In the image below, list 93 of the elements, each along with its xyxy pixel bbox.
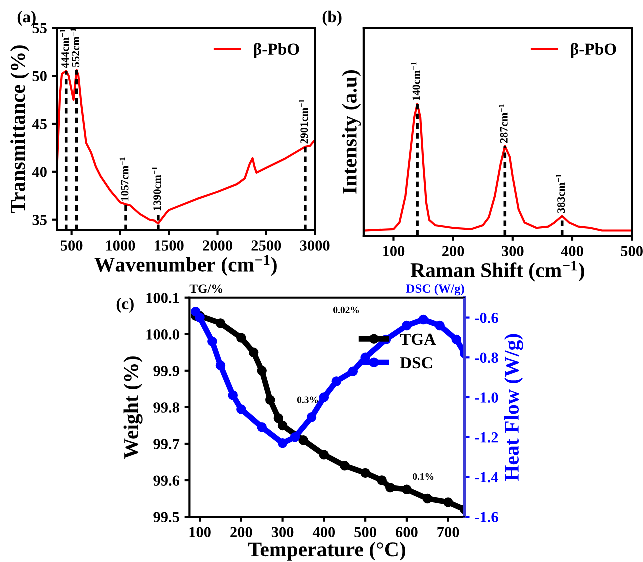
point — [332, 376, 342, 386]
legend-label: β-PbO — [254, 43, 300, 58]
point — [422, 494, 433, 504]
x-tick-label: 200 — [230, 527, 252, 538]
point — [418, 314, 428, 325]
y-tick-label: 50 — [32, 71, 47, 82]
point — [360, 468, 370, 478]
annotation: 0.02% — [334, 306, 360, 314]
text: DSC (W/g) — [406, 284, 464, 296]
y2-tick-label: -0.6 — [475, 312, 498, 324]
y2-tick-label: -1.4 — [475, 472, 499, 483]
ref-line-label: 383cm$^{−1}$ — [556, 174, 566, 214]
y-tick-label: 99.9 — [154, 366, 180, 376]
point — [443, 498, 454, 508]
y-tick-label: 35 — [32, 215, 47, 226]
x-tick-label: 100 — [190, 527, 211, 538]
point — [452, 334, 462, 345]
x-tick-label: 500 — [60, 240, 83, 251]
point — [216, 318, 226, 328]
point — [306, 412, 317, 422]
text: TG/% — [190, 284, 223, 294]
x-axis-title: Temperature (°C) — [248, 542, 406, 561]
y2-tick-label: -1.0 — [475, 392, 498, 404]
ref-line-label: 1057cm$^{−1}$ — [120, 158, 129, 201]
ref-line-label: 444cm$^{−1}$ — [60, 30, 70, 68]
x-tick-label: 400 — [561, 246, 584, 257]
legend-label: DSC — [400, 357, 432, 369]
point — [216, 360, 226, 370]
point — [377, 476, 387, 486]
x-tick-label: 300 — [502, 246, 524, 257]
y2-tick-label: -1.2 — [475, 432, 498, 443]
point — [298, 435, 308, 446]
annotation: 0.3% — [297, 396, 318, 404]
x-tick-label: 3000 — [300, 240, 330, 251]
y-tick-label: 45 — [32, 119, 47, 130]
point — [319, 450, 330, 460]
point — [278, 438, 288, 448]
point — [236, 333, 246, 343]
x-tick-label: 1500 — [155, 240, 184, 251]
ref-line-label: 2901cm$^{−1}$ — [299, 100, 308, 144]
point — [257, 366, 267, 376]
y-tick-label: 99.8 — [154, 402, 180, 413]
point — [228, 390, 238, 400]
point — [435, 320, 445, 331]
ref-line-label: 140cm$^{−1}$ — [411, 62, 420, 100]
x-axis-title: Wavenumber (cm$^{−1}$) — [94, 255, 277, 276]
point — [208, 336, 218, 347]
y-tick-label: 40 — [32, 167, 47, 178]
ref-line-label: 1390cm$^{−1}$ — [152, 167, 162, 211]
y2-tick-label: -0.8 — [475, 352, 498, 364]
point — [319, 392, 330, 402]
x-tick-label: 100 — [383, 246, 405, 257]
point — [402, 320, 412, 331]
point — [278, 420, 288, 431]
point — [348, 366, 358, 376]
x-tick-label: 1000 — [106, 240, 136, 251]
y2-axis-title: Heat Flow (W/g) — [504, 334, 524, 482]
point — [236, 404, 246, 414]
legend-label: TGA — [400, 334, 436, 346]
y2-tick-label: -1.6 — [475, 512, 498, 523]
y-axis-title: Transmittance (%) — [10, 46, 30, 214]
chart-title: (b) — [322, 10, 342, 26]
x-tick-label: 2000 — [203, 240, 232, 251]
y-tick-label: 99.6 — [154, 476, 180, 486]
x-tick-label: 300 — [272, 527, 294, 538]
line-series — [57, 69, 316, 225]
annotation: 0.1% — [413, 473, 434, 480]
point — [402, 484, 412, 495]
x-tick-label: 600 — [396, 527, 418, 538]
x-tick-label: 2500 — [252, 240, 282, 251]
x-tick-label: 500 — [621, 246, 643, 257]
point — [340, 461, 350, 471]
point — [257, 422, 267, 432]
y-axis-title: Intensity (a.u) — [342, 70, 362, 194]
x-tick-label: 700 — [438, 527, 460, 538]
y-tick-label: 99.7 — [154, 439, 180, 450]
point — [274, 414, 284, 424]
y-tick-label: 99.5 — [154, 512, 180, 523]
ref-line-label: 287cm$^{−1}$ — [499, 104, 508, 144]
ref-line-label: 552cm$^{−1}$ — [70, 28, 80, 68]
point — [290, 432, 300, 442]
legend-label: β-PbO — [571, 43, 616, 58]
point — [386, 482, 396, 493]
x-tick-label: 400 — [312, 527, 336, 538]
point — [248, 348, 259, 358]
y-tick-label: 100.0 — [146, 330, 180, 340]
point — [266, 395, 276, 406]
x-axis-title: Raman Shift (cm$^{−1}$) — [410, 261, 584, 282]
x-tick-label: 200 — [442, 246, 464, 257]
x-tick-label: 500 — [354, 527, 376, 538]
chart-title: (c) — [116, 298, 134, 313]
y-axis-title: Weight (%) — [124, 356, 143, 459]
y-tick-label: 100.1 — [146, 293, 180, 304]
